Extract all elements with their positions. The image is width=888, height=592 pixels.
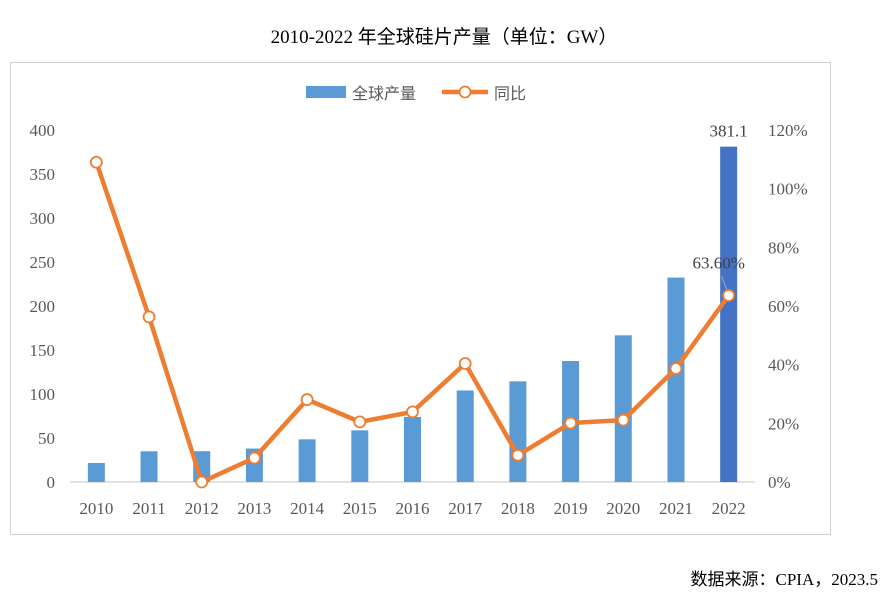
right-axis-tick: 20% xyxy=(768,414,799,433)
yoy-point-2016 xyxy=(406,405,419,419)
yoy-point-2010 xyxy=(89,155,103,169)
bar-2018 xyxy=(509,381,527,482)
left-axis-tick: 400 xyxy=(30,121,56,140)
x-axis-tick: 2017 xyxy=(448,499,483,518)
bar-2014 xyxy=(298,439,316,482)
x-axis-tick: 2018 xyxy=(501,499,535,518)
bar-2015 xyxy=(351,430,369,482)
x-axis-tick: 2011 xyxy=(132,499,165,518)
bar-2021 xyxy=(667,277,685,482)
yoy-point-2022 xyxy=(722,289,736,302)
bar-data-label: 381.1 xyxy=(710,122,748,141)
x-axis-tick: 2019 xyxy=(554,499,588,518)
legend-bar-label: 全球产量 xyxy=(352,84,416,103)
x-axis-tick: 2021 xyxy=(659,499,693,518)
legend-bar-swatch xyxy=(306,86,346,98)
x-axis-tick: 2022 xyxy=(712,499,746,518)
bar-2016 xyxy=(404,416,421,482)
bar-2010 xyxy=(87,462,105,482)
line-data-label: 63.60% xyxy=(692,253,744,272)
right-axis-tick: 0% xyxy=(768,473,791,492)
right-axis-tick: 80% xyxy=(768,238,799,257)
right-axis-tick: 120% xyxy=(768,121,808,140)
x-axis-tick: 2016 xyxy=(396,499,430,518)
x-axis-tick: 2012 xyxy=(185,499,219,518)
yoy-point-2011 xyxy=(142,310,156,324)
right-axis-tick: 40% xyxy=(768,356,799,375)
left-axis-tick: 0 xyxy=(47,473,56,492)
yoy-point-2021 xyxy=(669,362,683,375)
left-axis-tick: 250 xyxy=(30,253,56,272)
label-leader-line xyxy=(721,276,728,290)
x-axis-tick: 2015 xyxy=(343,499,377,518)
right-axis-tick: 60% xyxy=(768,297,799,316)
left-axis-tick: 350 xyxy=(30,165,56,184)
yoy-point-2018 xyxy=(511,448,525,462)
x-axis-tick: 2010 xyxy=(79,499,113,518)
bar-2020 xyxy=(614,335,632,482)
right-axis-tick: 100% xyxy=(768,180,808,199)
left-axis-tick: 150 xyxy=(30,341,56,360)
bar-2011 xyxy=(140,451,158,482)
chart-title: 2010-2022 年全球硅片产量（单位：GW） xyxy=(270,27,618,48)
yoy-point-2012 xyxy=(195,475,209,489)
data-source: 数据来源：CPIA，2023.5 xyxy=(690,570,878,589)
yoy-point-2019 xyxy=(564,416,577,430)
left-axis-tick: 50 xyxy=(38,429,55,448)
yoy-point-2017 xyxy=(458,357,472,370)
yoy-point-2014 xyxy=(300,393,314,406)
left-axis-tick: 300 xyxy=(30,209,56,228)
bar-2022 xyxy=(720,146,738,482)
x-axis-tick: 2013 xyxy=(237,499,271,518)
x-axis-tick: 2020 xyxy=(606,499,640,518)
legend-line-marker xyxy=(458,85,472,99)
bar-2017 xyxy=(456,390,474,482)
left-axis-tick: 200 xyxy=(30,297,56,316)
left-axis-tick: 100 xyxy=(30,385,56,404)
yoy-point-2013 xyxy=(248,451,261,465)
yoy-point-2015 xyxy=(353,415,367,429)
x-axis-tick: 2014 xyxy=(290,499,325,518)
legend-line-label: 同比 xyxy=(494,84,526,103)
yoy-point-2020 xyxy=(616,413,630,427)
chart-frame xyxy=(10,62,831,535)
